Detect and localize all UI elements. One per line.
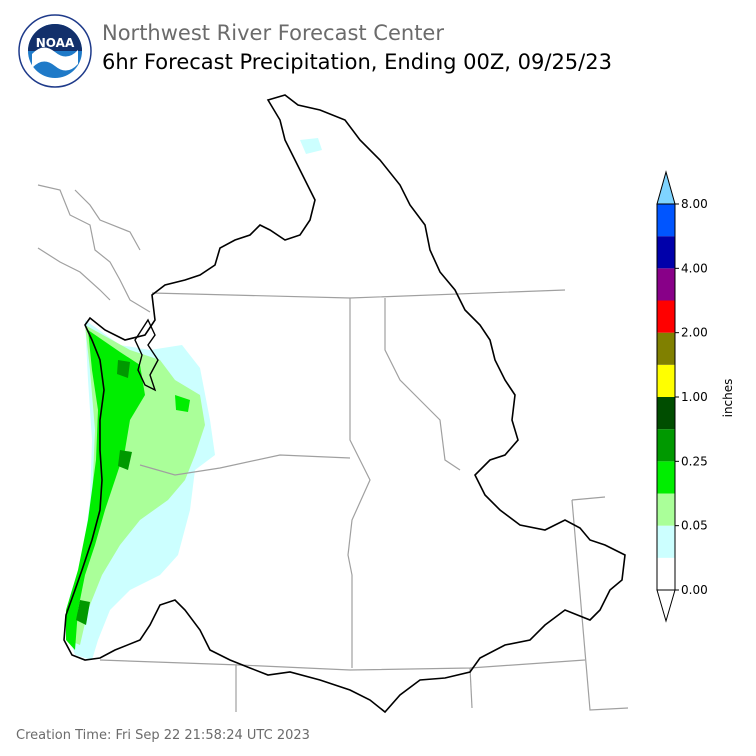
legend-color-block xyxy=(657,236,675,269)
noaa-logo-icon: NOAA xyxy=(18,14,92,88)
legend-color-blocks xyxy=(657,204,675,590)
precip-area-very-heavy xyxy=(76,600,90,625)
legend-color-block xyxy=(657,493,675,526)
precipitation-legend: 0.00 0.05 0.25 1.00 2.00 4.00 8.00 inches xyxy=(656,170,735,623)
legend-color-block xyxy=(657,204,675,237)
basin-outline xyxy=(63,94,626,714)
page-subtitle: 6hr Forecast Precipitation, Ending 00Z, … xyxy=(102,50,612,74)
legend-unit-label: inches xyxy=(721,379,735,418)
precip-area-light xyxy=(300,138,322,154)
state-boundaries xyxy=(37,184,629,712)
legend-color-block xyxy=(657,525,675,558)
legend-color-block xyxy=(657,300,675,333)
legend-tick-label: 8.00 xyxy=(681,197,708,211)
legend-color-block xyxy=(657,332,675,365)
creation-time: Creation Time: Fri Sep 22 21:58:24 UTC 2… xyxy=(16,728,310,743)
title-block: Northwest River Forecast Center 6hr Fore… xyxy=(102,20,612,76)
legend-color-block xyxy=(657,397,675,430)
legend-ticks: 0.00 0.05 0.25 1.00 2.00 4.00 8.00 xyxy=(675,197,708,597)
precip-area-very-heavy xyxy=(118,450,132,470)
precip-area-heavy xyxy=(66,330,145,650)
legend-tick-label: 2.00 xyxy=(681,326,708,340)
page-title: Northwest River Forecast Center xyxy=(102,21,444,45)
logo-text: NOAA xyxy=(36,36,75,50)
legend-color-block xyxy=(657,364,675,397)
legend-tick-label: 0.00 xyxy=(681,583,708,597)
legend-tick-label: 4.00 xyxy=(681,261,708,275)
legend-under-triangle xyxy=(656,589,676,623)
legend-color-block xyxy=(657,429,675,462)
legend-color-block xyxy=(657,461,675,494)
precip-area-heavy xyxy=(175,395,190,412)
puget-sound-outline xyxy=(134,318,159,392)
legend-tick-label: 0.25 xyxy=(681,454,708,468)
legend-tick-label: 0.05 xyxy=(681,519,708,533)
legend-color-block xyxy=(657,557,675,590)
precip-area-very-heavy xyxy=(117,360,130,378)
legend-tick-label: 1.00 xyxy=(681,390,708,404)
legend-over-triangle xyxy=(656,170,676,205)
legend-color-block xyxy=(657,268,675,301)
